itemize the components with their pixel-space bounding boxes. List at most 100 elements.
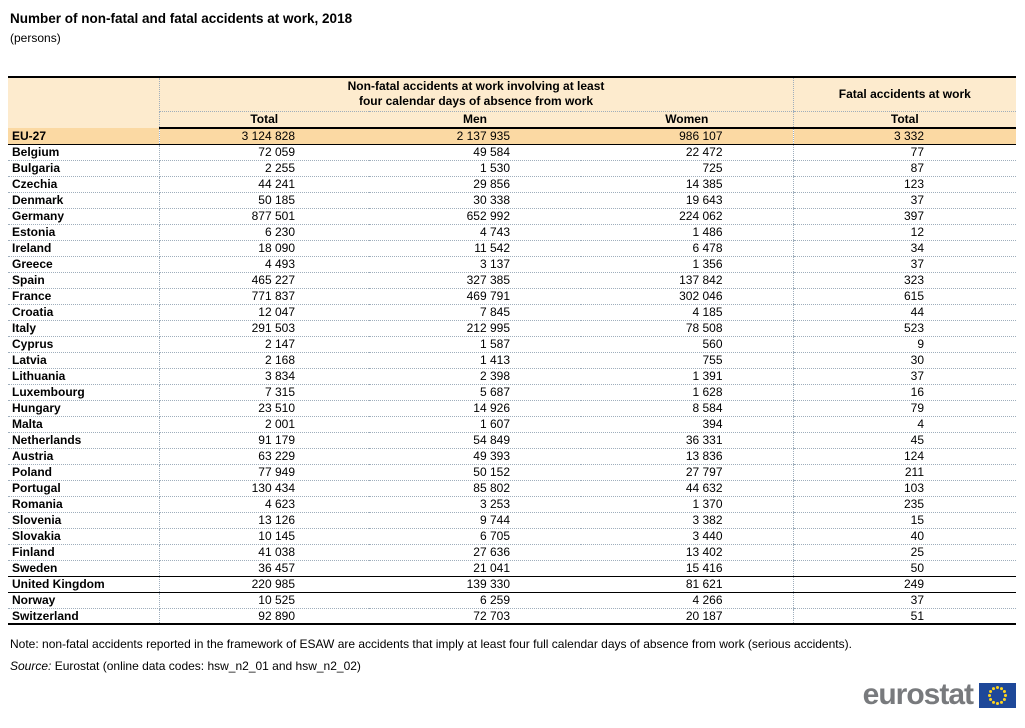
- footnote: Note: non-fatal accidents reported in th…: [10, 637, 852, 651]
- country-name: United Kingdom: [8, 576, 160, 593]
- table-row: Latvia 2 168 1 413 755 30: [8, 352, 1017, 369]
- value-cell: 13 402: [581, 544, 794, 561]
- country-name: Slovenia: [8, 512, 160, 529]
- country-name: Finland: [8, 544, 160, 561]
- column-header-row: Total Men Women Total: [8, 111, 1017, 129]
- table-row: Poland 77 949 50 152 27 797 211: [8, 464, 1017, 481]
- value-cell: 29 856: [369, 176, 581, 193]
- country-name: Malta: [8, 416, 160, 433]
- value-cell: 37: [792, 368, 1017, 385]
- value-cell: 23 510: [159, 400, 369, 417]
- value-cell: 27 797: [581, 464, 794, 481]
- value-cell: 34: [792, 240, 1017, 257]
- eurostat-logo-text: eurostat: [862, 678, 974, 711]
- value-cell: 44 241: [159, 176, 369, 193]
- value-cell: 139 330: [369, 576, 581, 593]
- accidents-table: Non-fatal accidents at work involving at…: [8, 76, 1017, 625]
- nonfatal-group-header: Non-fatal accidents at work involving at…: [159, 76, 794, 112]
- value-cell: 10 145: [159, 528, 369, 545]
- value-cell: 2 147: [159, 336, 369, 353]
- nonfatal-group-header-line1: Non-fatal accidents at work involving at…: [347, 79, 605, 94]
- value-cell: 20 187: [581, 608, 794, 625]
- value-cell: 465 227: [159, 272, 369, 289]
- country-name: Denmark: [8, 192, 160, 209]
- table-row: Slovenia 13 126 9 744 3 382 15: [8, 512, 1017, 529]
- table-row: Bulgaria 2 255 1 530 725 87: [8, 160, 1017, 177]
- value-cell: 77: [792, 144, 1017, 161]
- country-name: Austria: [8, 448, 160, 465]
- value-cell: 8 584: [581, 400, 794, 417]
- value-cell: 77 949: [159, 464, 369, 481]
- value-cell: 249: [792, 576, 1017, 593]
- country-name: Norway: [8, 592, 160, 609]
- source-text: Eurostat (online data codes: hsw_n2_01 a…: [54, 659, 361, 673]
- value-cell: 22 472: [581, 144, 794, 161]
- value-cell: 212 995: [369, 320, 581, 337]
- value-cell: 397: [792, 208, 1017, 225]
- table-row: Cyprus 2 147 1 587 560 9: [8, 336, 1017, 353]
- country-name: Cyprus: [8, 336, 160, 353]
- value-cell: 3 440: [581, 528, 794, 545]
- value-cell: 19 643: [581, 192, 794, 209]
- value-cell: 15 416: [581, 560, 794, 577]
- value-cell: 4 623: [159, 496, 369, 513]
- table-row: Norway 10 525 6 259 4 266 37: [8, 592, 1017, 609]
- value-cell: 27 636: [369, 544, 581, 561]
- value-cell: 72 059: [159, 144, 369, 161]
- value-cell: 302 046: [581, 288, 794, 305]
- table-row: Denmark 50 185 30 338 19 643 37: [8, 192, 1017, 209]
- value-cell: 394: [581, 416, 794, 433]
- value-cell: 1 587: [369, 336, 581, 353]
- value-cell: 469 791: [369, 288, 581, 305]
- value-cell: 4: [792, 416, 1017, 433]
- country-name: Ireland: [8, 240, 160, 257]
- value-cell: 652 992: [369, 208, 581, 225]
- value-cell: 1 607: [369, 416, 581, 433]
- country-name: Lithuania: [8, 368, 160, 385]
- value-cell: 211: [792, 464, 1017, 481]
- value-cell: 44: [792, 304, 1017, 321]
- table-row: EU-27 3 124 828 2 137 935 986 107 3 332: [8, 128, 1017, 145]
- value-cell: 5 687: [369, 384, 581, 401]
- country-name: Netherlands: [8, 432, 160, 449]
- value-cell: 44 632: [581, 480, 794, 497]
- value-cell: 103: [792, 480, 1017, 497]
- value-cell: 2 168: [159, 352, 369, 369]
- value-cell: 1 628: [581, 384, 794, 401]
- value-cell: 3 253: [369, 496, 581, 513]
- value-cell: 15: [792, 512, 1017, 529]
- table-row: Hungary 23 510 14 926 8 584 79: [8, 400, 1017, 417]
- value-cell: 36 331: [581, 432, 794, 449]
- value-cell: 986 107: [581, 128, 794, 145]
- value-cell: 1 413: [369, 352, 581, 369]
- eu-flag-icon: [979, 682, 1016, 708]
- value-cell: 2 137 935: [369, 128, 581, 145]
- country-name: France: [8, 288, 160, 305]
- value-cell: 2 398: [369, 368, 581, 385]
- value-cell: 36 457: [159, 560, 369, 577]
- country-name: Spain: [8, 272, 160, 289]
- value-cell: 3 834: [159, 368, 369, 385]
- value-cell: 9 744: [369, 512, 581, 529]
- value-cell: 49 584: [369, 144, 581, 161]
- value-cell: 50 152: [369, 464, 581, 481]
- value-cell: 323: [792, 272, 1017, 289]
- value-cell: 3 137: [369, 256, 581, 273]
- table-row: Lithuania 3 834 2 398 1 391 37: [8, 368, 1017, 385]
- value-cell: 224 062: [581, 208, 794, 225]
- source-line: Source: Eurostat (online data codes: hsw…: [10, 659, 361, 673]
- value-cell: 2 255: [159, 160, 369, 177]
- table-header: Non-fatal accidents at work involving at…: [8, 76, 1017, 129]
- country-name: Latvia: [8, 352, 160, 369]
- value-cell: 37: [792, 256, 1017, 273]
- value-cell: 327 385: [369, 272, 581, 289]
- value-cell: 3 124 828: [159, 128, 369, 145]
- table-row: Portugal 130 434 85 802 44 632 103: [8, 480, 1017, 497]
- value-cell: 725: [581, 160, 794, 177]
- value-cell: 85 802: [369, 480, 581, 497]
- table-row: France 771 837 469 791 302 046 615: [8, 288, 1017, 305]
- value-cell: 41 038: [159, 544, 369, 561]
- value-cell: 87: [792, 160, 1017, 177]
- page-title: Number of non-fatal and fatal accidents …: [10, 11, 353, 26]
- country-name: Romania: [8, 496, 160, 513]
